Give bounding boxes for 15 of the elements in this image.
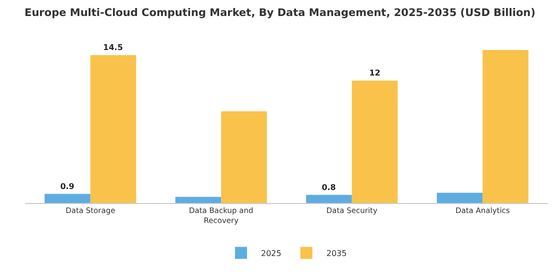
chart-title: Europe Multi-Cloud Computing Market, By Data Management, 2025-2035 (USD Billion) [24, 6, 536, 19]
bar [306, 194, 352, 203]
bar [175, 196, 222, 203]
data-label: 0.8 [322, 182, 336, 192]
bar [352, 80, 398, 203]
data-label: 0.9 [60, 182, 75, 191]
bar [44, 194, 90, 203]
legend-label: 2035 [326, 249, 347, 258]
data-label: 14.5 [103, 43, 124, 52]
legend-label: 2025 [261, 249, 282, 258]
bar [436, 192, 483, 203]
bar [482, 50, 528, 203]
data-label: 12 [369, 68, 380, 78]
bar [221, 111, 267, 203]
bar [90, 55, 136, 203]
